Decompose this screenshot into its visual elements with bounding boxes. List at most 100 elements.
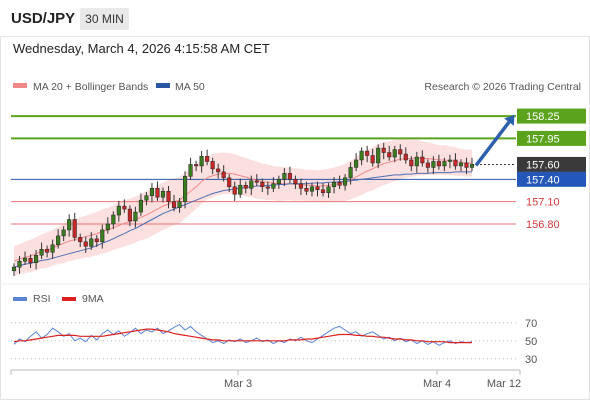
symbol-title: USD/JPY xyxy=(11,10,76,27)
candle-body-14 xyxy=(89,238,94,247)
candle-body-77 xyxy=(436,161,441,167)
candle-body-44 xyxy=(254,180,259,183)
candle-body-72 xyxy=(409,159,414,167)
candle-body-20 xyxy=(122,205,127,210)
candle-body-46 xyxy=(265,186,270,189)
candle-body-10 xyxy=(67,219,72,231)
candle-body-32 xyxy=(188,164,193,177)
candle-body-68 xyxy=(387,152,392,158)
forecast-arrow-head xyxy=(504,114,515,126)
last-badge-2 xyxy=(517,156,586,172)
support-label-4: 157.10 xyxy=(526,197,560,209)
candle-body-16 xyxy=(100,229,105,243)
candle-body-63 xyxy=(359,150,364,161)
candle-body-11 xyxy=(72,219,77,238)
candle-body-13 xyxy=(83,241,88,247)
candle-body-80 xyxy=(453,159,458,167)
candle-body-83 xyxy=(469,164,475,168)
candle-body-79 xyxy=(447,159,452,162)
candle-body-22 xyxy=(133,211,138,222)
legend-ma50-swatch xyxy=(156,83,170,88)
candle-body-62 xyxy=(354,159,359,168)
candle-body-43 xyxy=(249,180,254,189)
price-levels-layer xyxy=(11,115,516,225)
candle-body-81 xyxy=(458,162,464,167)
pivot-label-3: 157.40 xyxy=(526,174,560,186)
candle-body-52 xyxy=(298,183,303,189)
time-axis-layer: Mar 3 Mar 4 Mar 12 xyxy=(10,370,521,390)
candle-body-65 xyxy=(370,155,375,164)
resistance-badge-1 xyxy=(517,130,586,146)
candle-body-51 xyxy=(293,179,298,185)
forecast-arrow-layer xyxy=(474,114,515,167)
timestamp: Wednesday, March 4, 2026 4:15:58 AM CET xyxy=(13,41,270,56)
candle-body-7 xyxy=(50,244,55,253)
resistance-label-1: 157.95 xyxy=(526,133,560,145)
candle-body-47 xyxy=(271,183,276,189)
candle-body-54 xyxy=(309,186,315,192)
rsi-line xyxy=(13,323,473,346)
chart-header: USD/JPY 30 MIN xyxy=(0,0,590,37)
candle-body-38 xyxy=(221,171,226,179)
candle-body-0 xyxy=(11,266,17,272)
legend-ma20-swatch xyxy=(13,83,27,88)
candle-body-12 xyxy=(78,237,83,243)
bollinger-band-layer xyxy=(14,139,472,276)
candle-body-59 xyxy=(337,182,342,186)
candle-body-82 xyxy=(464,162,469,168)
candle-body-30 xyxy=(177,201,182,208)
candle-body-64 xyxy=(365,150,370,156)
candle-body-4 xyxy=(34,254,39,263)
candles-layer xyxy=(11,142,475,277)
candle-body-2 xyxy=(22,257,28,262)
candle-body-6 xyxy=(45,249,50,253)
candle-body-3 xyxy=(28,257,33,263)
candle-body-36 xyxy=(210,161,215,170)
candle-body-15 xyxy=(94,238,99,243)
candle-body-40 xyxy=(232,186,237,195)
candle-body-5 xyxy=(39,249,44,256)
candle-body-34 xyxy=(199,156,204,167)
candle-body-26 xyxy=(155,188,160,198)
candle-body-71 xyxy=(403,153,408,161)
candle-body-53 xyxy=(304,188,309,192)
timeframe-badge[interactable]: 30 MIN xyxy=(80,8,129,30)
legend-rsi-ma-label: 9MA xyxy=(82,293,104,305)
candle-body-50 xyxy=(287,173,292,180)
pivot-badge-3 xyxy=(517,171,586,187)
forecast-arrow-shaft xyxy=(474,121,511,167)
candle-body-18 xyxy=(111,214,116,225)
candle-body-9 xyxy=(61,229,66,237)
candle-body-41 xyxy=(238,185,243,195)
ma20-line xyxy=(13,157,472,262)
bollinger-band xyxy=(14,139,472,276)
candle-body-49 xyxy=(282,173,287,180)
last-label-2: 157.60 xyxy=(526,159,560,171)
candle-body-74 xyxy=(420,156,425,164)
candle-body-48 xyxy=(276,179,281,185)
candle-body-39 xyxy=(227,177,232,188)
legend-rsi-label: RSI xyxy=(33,293,51,305)
rsi-layer: 30 50 70 xyxy=(11,318,537,366)
candle-body-33 xyxy=(194,164,199,167)
resistance-badge-0 xyxy=(517,108,586,124)
candle-body-24 xyxy=(144,195,149,201)
time-axis-label-2: Mar 12 xyxy=(487,378,521,390)
candle-body-17 xyxy=(105,223,110,231)
candle-body-57 xyxy=(326,186,331,193)
candle-body-1 xyxy=(17,260,22,268)
rsi-tick-70: 70 xyxy=(525,318,537,330)
time-axis-label-0: Mar 3 xyxy=(224,378,252,390)
candle-body-58 xyxy=(331,182,337,188)
candle-body-60 xyxy=(343,177,348,186)
candle-body-23 xyxy=(138,199,143,213)
candle-body-56 xyxy=(320,189,326,193)
resistance-label-0: 158.25 xyxy=(526,111,560,123)
time-axis-label-1: Mar 4 xyxy=(423,378,451,390)
candle-body-27 xyxy=(160,190,166,198)
candle-body-42 xyxy=(243,185,248,189)
candle-body-76 xyxy=(431,161,436,168)
candle-body-45 xyxy=(260,182,265,188)
legend-ma50-label: MA 50 xyxy=(175,81,205,93)
